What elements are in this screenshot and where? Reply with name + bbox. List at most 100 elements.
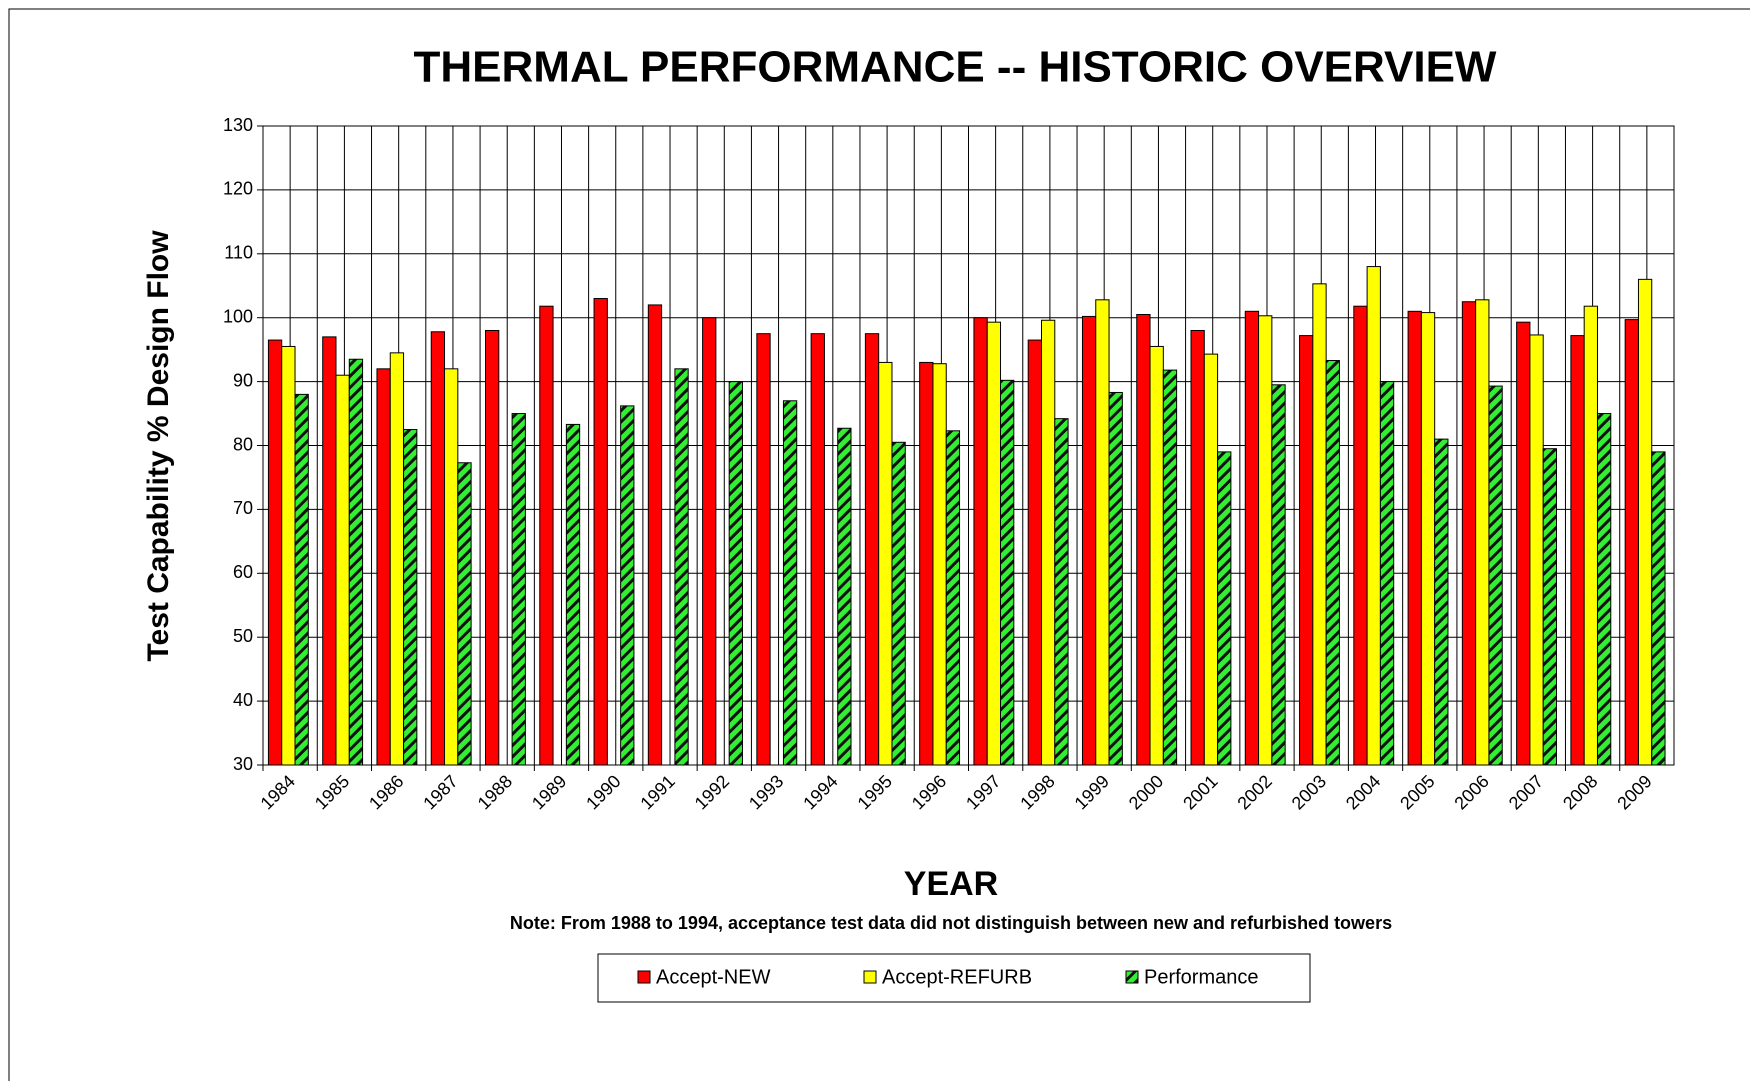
bar	[973, 317, 988, 766]
bar	[1162, 369, 1178, 766]
bar	[593, 298, 608, 766]
x-tick-label: 1986	[365, 771, 407, 813]
bar	[1325, 360, 1340, 766]
frame	[8, 8, 1750, 1081]
y-tick-label: 130	[223, 115, 253, 135]
note: Note: From 1988 to 1994, acceptance test…	[510, 913, 1392, 933]
bar	[1081, 315, 1097, 766]
bar	[322, 336, 337, 766]
bar	[891, 441, 906, 766]
y-tick-label: 100	[223, 306, 253, 326]
x-tick-label: 1990	[582, 771, 624, 813]
bar	[620, 405, 635, 766]
bar	[267, 339, 283, 766]
bar	[539, 305, 554, 766]
bar	[1542, 448, 1558, 766]
bar	[1054, 418, 1069, 766]
x-tick-label: 1991	[636, 771, 678, 813]
bar	[389, 352, 405, 766]
bar	[1461, 301, 1477, 766]
x-tick-label: 1996	[908, 771, 950, 813]
bar	[1583, 305, 1598, 766]
bar	[674, 368, 689, 766]
bar	[1570, 335, 1585, 766]
bar	[1312, 283, 1327, 766]
x-tick-label: 1988	[474, 771, 516, 813]
bar	[1434, 438, 1449, 766]
bar	[1379, 381, 1395, 766]
y-tick-label: 60	[233, 562, 253, 582]
bar	[647, 304, 663, 766]
bar	[403, 429, 418, 766]
y-tick-label: 30	[233, 754, 253, 774]
bar	[1040, 319, 1056, 766]
x-tick-label: 1995	[854, 771, 896, 813]
bar	[1366, 266, 1381, 766]
y-tick-label: 80	[233, 434, 253, 454]
bar	[1596, 413, 1612, 766]
bar	[1000, 379, 1015, 766]
y-axis-label: Test Capability % Design Flow	[142, 230, 175, 662]
x-tick-label: 1992	[691, 771, 733, 813]
legend-swatch	[637, 970, 651, 984]
bar	[837, 427, 852, 766]
bar	[335, 374, 350, 766]
bar	[1637, 278, 1653, 766]
x-tick-label: 2008	[1559, 771, 1601, 813]
x-tick-label: 1993	[745, 771, 787, 813]
y-tick-label: 40	[233, 690, 253, 710]
x-tick-label: 1987	[419, 771, 461, 813]
bar	[1420, 312, 1436, 766]
bar	[1244, 310, 1260, 766]
bar	[485, 329, 500, 766]
x-tick-label: 2001	[1179, 771, 1221, 813]
bar	[376, 368, 391, 766]
bar	[294, 393, 309, 766]
bar	[932, 363, 947, 766]
x-tick-label: 2009	[1613, 771, 1655, 813]
bar	[1488, 385, 1503, 766]
bar	[878, 361, 893, 766]
bar	[457, 462, 472, 766]
bar	[1651, 451, 1666, 766]
bar	[919, 361, 934, 766]
bar	[430, 331, 446, 766]
bar	[444, 368, 459, 766]
x-tick-label: 1984	[257, 771, 299, 813]
x-tick-label: 2004	[1342, 771, 1384, 813]
x-tick-label: 2007	[1505, 771, 1547, 813]
x-tick-label: 1999	[1071, 771, 1113, 813]
bar	[511, 413, 526, 766]
x-tick-label: 1998	[1016, 771, 1058, 813]
bar	[1190, 329, 1205, 766]
bar	[1299, 335, 1314, 766]
x-tick-label: 1985	[311, 771, 353, 813]
bar	[1136, 314, 1151, 766]
bar	[1149, 345, 1164, 766]
x-tick-label: 2000	[1125, 771, 1167, 813]
bar	[945, 430, 961, 766]
bar	[1203, 353, 1219, 766]
y-tick-label: 90	[233, 370, 253, 390]
y-tick-label: 110	[224, 243, 253, 263]
bar	[1624, 319, 1639, 766]
bar	[782, 400, 798, 766]
x-tick-label: 2003	[1288, 771, 1330, 813]
bar	[1353, 305, 1368, 766]
x-tick-label: 2006	[1450, 771, 1492, 813]
bar	[864, 333, 880, 766]
bar	[702, 317, 717, 766]
legend-swatch	[863, 970, 877, 984]
bar	[1516, 321, 1531, 766]
legend-swatch	[1125, 970, 1139, 984]
bar	[810, 333, 825, 766]
y-tick-label: 50	[233, 626, 253, 646]
bar	[1095, 299, 1110, 766]
y-tick-label: 70	[233, 498, 253, 518]
legend-label: Accept-NEW	[656, 966, 771, 988]
x-tick-label: 2005	[1396, 771, 1438, 813]
bar	[1407, 310, 1422, 766]
x-axis-label: YEAR	[904, 865, 998, 903]
